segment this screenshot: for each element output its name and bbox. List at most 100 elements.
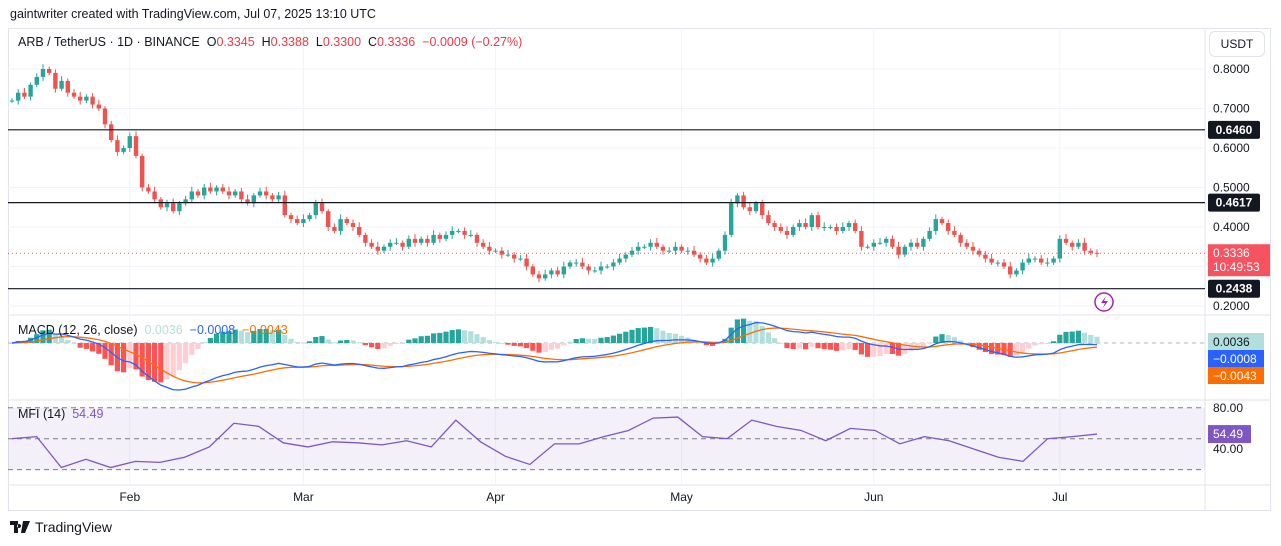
macd-histogram-bar bbox=[77, 343, 83, 348]
candle-body bbox=[481, 242, 486, 247]
candle-body bbox=[363, 234, 368, 243]
candle-body bbox=[214, 187, 219, 192]
price-tick-label: 0.6000 bbox=[1213, 141, 1250, 155]
macd-histogram-bar bbox=[790, 343, 796, 350]
high-label: H bbox=[261, 35, 271, 49]
macd-histogram-bar bbox=[251, 330, 257, 343]
candle-body bbox=[778, 227, 783, 231]
open-label: O bbox=[206, 35, 217, 49]
candle-body bbox=[1051, 258, 1056, 263]
candle-body bbox=[834, 227, 839, 231]
time-tick-label: Feb bbox=[119, 490, 140, 504]
mfi-value-badge bbox=[1208, 425, 1251, 444]
candle-body bbox=[939, 219, 945, 224]
tradingview-logo[interactable]: TradingView bbox=[10, 519, 112, 535]
macd-histogram-bar bbox=[263, 328, 269, 343]
last-price-label: 0.3336 bbox=[1213, 246, 1250, 260]
candle-body bbox=[586, 266, 591, 271]
macd-histogram-bar bbox=[958, 340, 964, 343]
macd-histogram-bar bbox=[703, 343, 709, 346]
close-value: 0.3336 bbox=[377, 35, 416, 49]
lightning-icon[interactable] bbox=[1094, 292, 1114, 312]
footer-brand: TradingView bbox=[35, 519, 113, 535]
macd-histogram-bar bbox=[71, 343, 77, 345]
macd-histogram-bar bbox=[573, 339, 579, 343]
macd-histogram-bar bbox=[189, 343, 195, 355]
macd-histogram-bar bbox=[505, 343, 511, 345]
currency-button[interactable]: USDT bbox=[1209, 31, 1265, 57]
macd-histogram-bar bbox=[610, 335, 616, 343]
macd-histogram-bar bbox=[158, 343, 164, 383]
lightning-icon-bolt bbox=[1101, 296, 1108, 308]
candle-body bbox=[394, 242, 399, 244]
change-value: −0.0009 (−0.27%) bbox=[422, 35, 523, 49]
candle-body bbox=[121, 148, 126, 152]
macd-histogram-bar bbox=[9, 343, 15, 344]
candle-body bbox=[995, 262, 1000, 264]
macd-histogram-bar bbox=[294, 341, 300, 343]
macd-signal-value: −0.0043 bbox=[242, 323, 288, 337]
level-price-badge bbox=[1208, 279, 1260, 298]
candle-body bbox=[84, 96, 89, 101]
macd-histogram-bar bbox=[604, 337, 610, 343]
candle-body bbox=[195, 191, 201, 196]
macd-histogram-bar bbox=[220, 331, 226, 343]
macd-histogram-bar bbox=[865, 343, 871, 357]
candle-body bbox=[90, 96, 95, 105]
candle-body bbox=[59, 80, 64, 89]
macd-legend[interactable]: MACD (12, 26, close) 0.0036 −0.0008 −0.0… bbox=[18, 323, 288, 337]
macd-histogram-bar bbox=[623, 331, 629, 343]
candle-body bbox=[791, 227, 796, 235]
candle-body bbox=[828, 227, 833, 228]
macd-histogram-bar bbox=[908, 343, 914, 352]
macd-histogram-bar bbox=[548, 343, 554, 350]
candle-body bbox=[71, 92, 77, 97]
macd-histogram-bar bbox=[40, 330, 46, 343]
macd-histogram-bar bbox=[765, 332, 771, 343]
macd-histogram-bar bbox=[542, 343, 548, 353]
candle-body bbox=[536, 274, 542, 279]
candle-body bbox=[202, 187, 207, 196]
candle-body bbox=[567, 262, 573, 267]
candle-body bbox=[710, 258, 715, 263]
macd-histogram-bar bbox=[747, 320, 753, 343]
candle-body bbox=[133, 136, 139, 156]
candle-body bbox=[970, 246, 976, 251]
mfi-legend[interactable]: MFI (14) 54.49 bbox=[18, 407, 103, 421]
macd-histogram-value: 0.0036 bbox=[144, 323, 183, 337]
candle-body bbox=[654, 242, 659, 247]
candle-body bbox=[313, 203, 318, 216]
macd-histogram-bar bbox=[772, 338, 778, 343]
macd-histogram-bar bbox=[257, 329, 263, 343]
macd-histogram-bar bbox=[1057, 334, 1063, 343]
candle-body bbox=[419, 238, 424, 243]
macd-value-label: −0.0043 bbox=[1213, 369, 1257, 383]
candle-body bbox=[158, 199, 163, 208]
macd-histogram-bar bbox=[455, 329, 461, 343]
candle-body bbox=[704, 258, 709, 263]
macd-histogram-bar bbox=[716, 343, 722, 345]
candle-body bbox=[865, 246, 870, 248]
close-label: C bbox=[368, 35, 378, 49]
macd-histogram-bar bbox=[1075, 330, 1081, 343]
candle-body bbox=[295, 219, 300, 224]
macd-histogram-bar bbox=[195, 343, 201, 349]
candle-body bbox=[406, 238, 411, 247]
macd-histogram-bar bbox=[102, 343, 108, 359]
symbol-title[interactable]: ARB / TetherUS · 1D · BINANCE bbox=[18, 35, 200, 49]
macd-histogram-bar bbox=[214, 333, 220, 343]
mfi-title: MFI bbox=[18, 407, 40, 421]
macd-histogram-bar bbox=[641, 327, 647, 343]
candle-body bbox=[1008, 266, 1013, 275]
macd-histogram-bar bbox=[834, 343, 840, 351]
macd-histogram-bar bbox=[46, 329, 52, 343]
candle-body bbox=[853, 223, 858, 231]
macd-histogram-bar bbox=[1069, 331, 1075, 343]
macd-histogram-bar bbox=[325, 339, 331, 343]
candle-body bbox=[288, 215, 294, 220]
candle-body bbox=[518, 258, 523, 260]
macd-histogram-bar bbox=[840, 343, 846, 351]
candle-body bbox=[326, 211, 331, 227]
macd-histogram-bar bbox=[877, 343, 883, 356]
